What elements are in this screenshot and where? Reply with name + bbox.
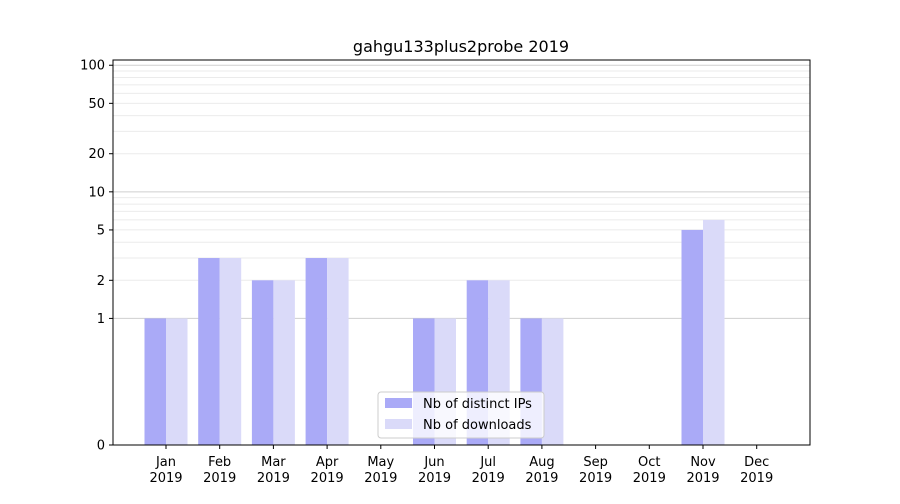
x-axis: Jan2019Feb2019Mar2019Apr2019May2019Jun20…: [149, 445, 773, 486]
y-axis: 0 1 2 5 10 20 50 100: [80, 59, 113, 454]
legend: Nb of distinct IPs Nb of downloads: [377, 391, 545, 439]
y-tick-label: 50: [88, 97, 105, 112]
y-tick-label: 2: [97, 274, 105, 289]
x-tick-label-year: 2019: [257, 471, 290, 486]
y-tick-label: 20: [88, 147, 105, 162]
x-tick-label-year: 2019: [203, 471, 236, 486]
x-tick-label-month: Apr: [316, 455, 339, 470]
y-tick-label: 100: [80, 59, 105, 74]
bar-downloads-feb: [219, 258, 242, 445]
bar-distinct-ips-jan: [144, 318, 166, 445]
y-tick-label: 5: [97, 223, 105, 238]
x-tick-label-month: Jul: [479, 455, 496, 470]
x-tick-label-month: Aug: [529, 455, 554, 470]
y-tick-label: 1: [97, 312, 105, 327]
x-tick-label-month: Feb: [208, 455, 231, 470]
x-tick-label-year: 2019: [633, 471, 666, 486]
y-tick-label: 0: [97, 439, 105, 454]
x-tick-label-month: Jun: [423, 455, 444, 470]
bar-downloads-mar: [273, 280, 295, 445]
bar-distinct-ips-apr: [305, 258, 328, 445]
legend-swatch-downloads: [385, 419, 412, 429]
x-tick-label-year: 2019: [472, 471, 505, 486]
x-tick-label-year: 2019: [579, 471, 612, 486]
grid-lines: [113, 64, 810, 319]
x-tick-label-year: 2019: [149, 471, 182, 486]
x-tick-label-month: Nov: [690, 455, 716, 470]
x-tick-label-year: 2019: [740, 471, 773, 486]
chart-title: gahgu133plus2probe 2019: [353, 37, 569, 56]
x-tick-label-year: 2019: [525, 471, 558, 486]
bar-distinct-ips-feb: [198, 258, 220, 445]
legend-label-downloads: Nb of downloads: [423, 418, 532, 433]
bar-downloads-nov: [703, 219, 725, 445]
x-tick-label-month: Dec: [744, 455, 769, 470]
x-tick-label-year: 2019: [311, 471, 344, 486]
bar-distinct-ips-nov: [681, 229, 703, 445]
bar-distinct-ips-mar: [251, 280, 274, 445]
bar-downloads-aug: [541, 318, 564, 445]
plot-frame: [112, 59, 811, 446]
legend-frame: [377, 391, 545, 439]
legend-swatch-distinct-ips: [385, 398, 412, 408]
legend-label-distinct-ips: Nb of distinct IPs: [423, 397, 532, 412]
x-tick-label-month: May: [367, 455, 394, 470]
x-tick-label-year: 2019: [418, 471, 451, 486]
bar-downloads-jan: [166, 318, 188, 445]
x-tick-label-month: Mar: [261, 455, 286, 470]
x-tick-label-year: 2019: [686, 471, 719, 486]
x-tick-label-month: Sep: [583, 455, 608, 470]
x-tick-label-month: Jan: [155, 455, 176, 470]
x-tick-label-year: 2019: [364, 471, 397, 486]
y-tick-label: 10: [88, 185, 105, 200]
x-tick-label-month: Oct: [638, 455, 660, 470]
bar-downloads-apr: [327, 258, 349, 445]
